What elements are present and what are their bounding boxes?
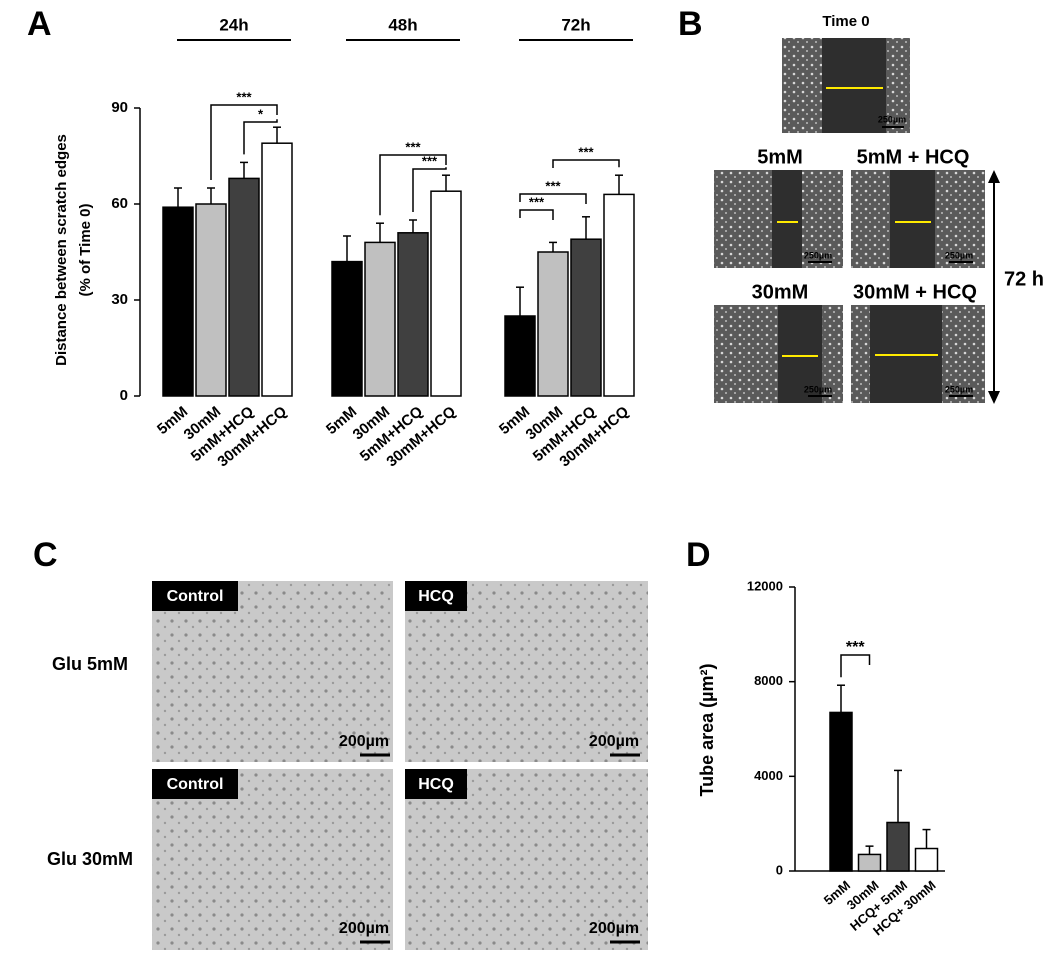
significance-bracket — [412, 167, 447, 212]
scale-bar-label: 250µm — [878, 114, 906, 124]
panel-b: Time 0 250µm 5mM 5mM + HCQ 30mM 30mM + H… — [714, 13, 1044, 404]
panel-c: Glu 5mM Glu 30mM Control HCQ Control HCQ… — [47, 581, 648, 950]
group-label: 72h — [561, 15, 590, 34]
duration-label: 72 h — [1004, 268, 1044, 290]
y-tick-label: 0 — [120, 387, 128, 404]
significance-label: *** — [405, 139, 421, 154]
bar — [364, 241, 396, 397]
y-tick-label: 8000 — [754, 673, 783, 688]
label-box — [405, 769, 467, 799]
label-box — [152, 769, 238, 799]
significance-bracket — [210, 104, 278, 180]
bar — [195, 203, 227, 397]
label-box — [405, 581, 467, 611]
bar — [857, 853, 882, 872]
bar — [228, 177, 260, 397]
panel-label: D — [686, 536, 711, 574]
column-label: Control — [167, 776, 224, 793]
bar — [397, 232, 429, 397]
bar — [430, 190, 462, 397]
micrograph — [405, 769, 648, 950]
bar — [886, 821, 910, 872]
panel-label: C — [33, 536, 58, 574]
panel-label: A — [27, 5, 52, 43]
bar — [914, 847, 939, 872]
bar — [261, 142, 293, 397]
significance-bracket — [519, 193, 587, 204]
significance-label: * — [258, 106, 264, 121]
bar — [504, 315, 536, 397]
scale-bar-label: 250µm — [804, 250, 832, 260]
scratch-gap — [822, 38, 886, 133]
scale-bar-label: 200µm — [589, 920, 639, 937]
group-label: 48h — [388, 15, 417, 34]
scratch-gap — [778, 305, 822, 403]
group-label: 24h — [219, 15, 248, 34]
significance-label: *** — [545, 178, 561, 193]
significance-bracket — [552, 159, 620, 168]
scale-bar-label: 200µm — [339, 733, 389, 750]
column-label: HCQ — [418, 776, 454, 793]
significance-bracket — [519, 209, 554, 220]
micrograph — [405, 581, 648, 762]
significance-bracket — [840, 654, 871, 678]
y-tick-label: 30 — [111, 291, 128, 308]
y-tick-label: 0 — [776, 862, 783, 877]
arrow-head — [988, 170, 1000, 183]
y-axis-label: (% of Time 0) — [77, 203, 94, 296]
significance-label: *** — [578, 144, 594, 159]
significance-label: *** — [846, 639, 865, 656]
y-axis-label: Distance between scratch edges — [53, 134, 70, 366]
label-box — [152, 581, 238, 611]
scale-bar-label: 250µm — [945, 250, 973, 260]
micrograph — [152, 769, 393, 950]
significance-label: *** — [236, 89, 252, 104]
bar — [537, 251, 569, 397]
image-title: Time 0 — [822, 13, 869, 30]
bar — [331, 260, 363, 397]
significance-bracket — [243, 119, 278, 155]
scale-bar-label: 250µm — [804, 384, 832, 394]
y-tick-label: 90 — [111, 99, 128, 116]
row-label: Glu 5mM — [52, 654, 128, 674]
row-label: Glu 30mM — [47, 849, 133, 869]
scale-bar-label: 250µm — [945, 384, 973, 394]
y-tick-label: 4000 — [754, 768, 783, 783]
panel-label: B — [678, 5, 703, 43]
significance-label: *** — [422, 153, 438, 168]
y-tick-label: 60 — [111, 195, 128, 212]
scale-bar-label: 200µm — [589, 733, 639, 750]
arrow-head — [988, 391, 1000, 404]
y-axis-label: Tube area (µm²) — [697, 663, 717, 796]
condition-label: 5mM + HCQ — [857, 146, 970, 168]
y-tick-label: 12000 — [747, 578, 783, 593]
condition-label: 5mM — [757, 146, 803, 168]
bar — [829, 711, 853, 872]
micrograph — [152, 581, 393, 762]
bar — [603, 193, 635, 397]
scale-bar-label: 200µm — [339, 920, 389, 937]
significance-bracket — [379, 154, 447, 216]
bar — [570, 238, 602, 397]
bar — [162, 206, 194, 397]
scale-bars: 250µm 250µm 250µm 250µm — [804, 250, 973, 397]
condition-label: 30mM — [752, 281, 809, 303]
column-label: HCQ — [418, 588, 454, 605]
column-label: Control — [167, 588, 224, 605]
scratch-gap — [890, 170, 935, 268]
significance-label: *** — [529, 194, 545, 209]
scratch-gap — [772, 170, 802, 268]
condition-label: 30mM + HCQ — [853, 281, 977, 303]
